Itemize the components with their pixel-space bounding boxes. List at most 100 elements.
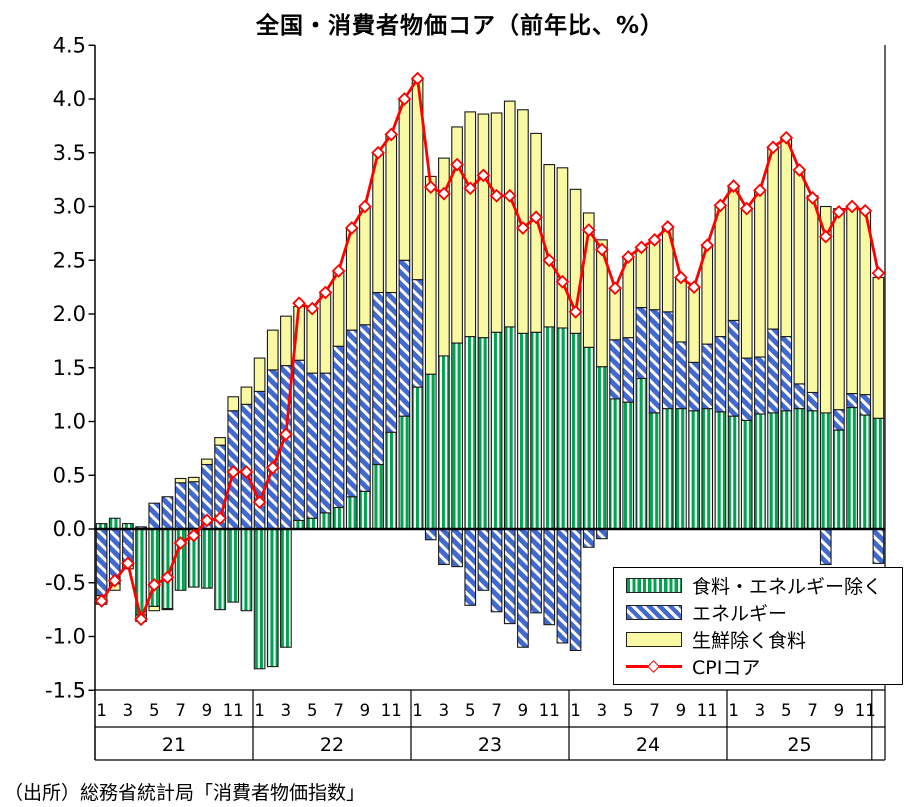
bar-segment-food-ex-fresh — [240, 386, 253, 405]
cpi-core-marker — [279, 427, 293, 442]
month-tick-label: 11 — [855, 701, 876, 720]
bar-segment-food-ex-fresh — [464, 111, 477, 338]
cpi-core-marker — [502, 188, 517, 203]
month-tick-label: 11 — [223, 701, 244, 720]
cpi-core-marker — [621, 250, 636, 264]
cpi-core-marker — [358, 199, 372, 214]
cpi-core-marker — [766, 140, 780, 155]
bar-segment-ex-food-energy — [477, 337, 490, 530]
bar-segment-food-ex-fresh — [793, 169, 806, 385]
cpi-core-marker — [331, 264, 346, 278]
cpi-core-marker — [423, 180, 438, 195]
month-tick-label: 5 — [623, 701, 634, 720]
bar-segment-food-ex-fresh — [635, 246, 648, 309]
bar-segment-energy — [372, 291, 384, 466]
bar-segment-food-ex-fresh — [846, 205, 858, 395]
bar-segment-food-ex-fresh — [596, 239, 608, 368]
bar-segment-ex-food-energy — [280, 528, 292, 648]
cpi-core-marker — [410, 71, 425, 86]
bar-segment-food-ex-fresh — [754, 189, 766, 358]
month-tick-label: 7 — [175, 701, 186, 720]
bar-segment-food-ex-fresh — [385, 133, 398, 294]
bar-segment-food-ex-fresh — [609, 287, 621, 341]
bar-segment-food-ex-fresh — [477, 113, 490, 339]
bar-segment-ex-food-energy — [569, 332, 582, 530]
bar-segment-food-ex-fresh — [556, 167, 569, 329]
bar-segment-ex-food-energy — [227, 528, 240, 603]
bar-segment-ex-food-energy — [833, 429, 845, 530]
cpi-core-marker — [200, 513, 214, 528]
cpi-core-marker — [700, 238, 715, 253]
bar-segment-ex-food-energy — [214, 528, 226, 611]
cpi-core-marker — [226, 465, 241, 479]
bar-segment-ex-food-energy — [266, 528, 279, 668]
month-tick-label: 3 — [123, 701, 134, 720]
bar-segment-ex-food-energy — [846, 406, 858, 530]
cpi-core-marker — [555, 274, 570, 289]
month-tick-label: 5 — [149, 701, 160, 720]
y-axis-tick-label: 4.0 — [53, 87, 86, 111]
cpi-core-marker — [595, 242, 609, 257]
bar-segment-ex-food-energy — [780, 410, 793, 530]
chart-title: 全国・消費者物価コア（前年比、%） — [255, 13, 665, 39]
bar-segment-ex-food-energy — [332, 506, 345, 530]
cpi-core-marker — [608, 281, 622, 296]
bar-segment-ex-food-energy — [635, 377, 648, 530]
bar-segment-energy — [411, 279, 424, 388]
bar-segment-food-ex-fresh — [214, 437, 226, 446]
y-axis-tick-label: -1.0 — [45, 625, 86, 649]
month-tick-label: 3 — [597, 701, 608, 720]
y-axis-tick-label: 1.5 — [53, 356, 86, 380]
bar-segment-energy — [846, 392, 858, 409]
month-tick-label: 11 — [697, 701, 718, 720]
bar-segment-energy — [95, 528, 108, 597]
bar-segment-energy — [688, 361, 700, 412]
bar-segment-food-ex-fresh — [688, 286, 700, 363]
red-line-diamond-swatch-icon — [626, 659, 682, 674]
bar-segment-energy — [622, 337, 635, 403]
bar-segment-food-ex-fresh — [398, 98, 411, 261]
month-tick-label: 5 — [307, 701, 318, 720]
cpi-core-marker — [371, 145, 385, 160]
legend-label-ex-food-energy: 食料・エネルギー除く — [692, 576, 883, 598]
blue-striped-swatch-icon — [626, 605, 682, 620]
month-tick-label: 5 — [781, 701, 792, 720]
bar-segment-ex-food-energy — [793, 408, 806, 530]
bar-segment-food-ex-fresh — [266, 329, 279, 371]
bar-segment-ex-food-energy — [622, 401, 635, 530]
cpi-core-marker — [252, 495, 267, 509]
cpi-core-marker — [634, 240, 649, 255]
month-tick-label: 1 — [570, 701, 581, 720]
y-axis-tick-label: 2.0 — [53, 302, 86, 326]
bar-segment-food-ex-fresh — [569, 188, 582, 334]
bar-segment-energy — [332, 345, 345, 509]
bar-segment-energy — [306, 372, 319, 519]
bar-segment-ex-food-energy — [201, 528, 213, 589]
bar-segment-energy — [530, 528, 542, 614]
bar-segment-energy — [293, 359, 305, 521]
bar-segment-ex-food-energy — [675, 408, 687, 530]
cpi-core-marker — [265, 460, 280, 475]
bar-segment-energy — [714, 336, 727, 413]
cpi-core-marker — [792, 163, 807, 177]
cpi-core-marker — [147, 578, 162, 592]
legend-label-cpi-core: CPIコア — [692, 657, 761, 679]
bar-segment-energy — [438, 528, 450, 566]
y-axis-tick-label: 4.5 — [53, 33, 86, 57]
y-axis-tick-label: 3.5 — [53, 141, 86, 165]
cpi-core-marker — [739, 201, 754, 216]
bar-segment-food-ex-fresh — [714, 204, 727, 338]
month-tick-label: 7 — [807, 701, 818, 720]
cpi-core-marker — [818, 229, 833, 244]
month-tick-label: 1 — [728, 701, 739, 720]
y-axis-tick-label: 0.5 — [53, 463, 86, 487]
month-tick-label: 3 — [755, 701, 766, 720]
bar-segment-ex-food-energy — [859, 414, 872, 530]
bar-segment-energy — [517, 528, 529, 648]
cpi-core-marker — [94, 594, 109, 608]
month-tick-label: 9 — [518, 701, 529, 720]
cpi-core-marker — [805, 191, 820, 205]
bar-segment-energy — [582, 528, 595, 548]
bar-segment-energy — [477, 528, 490, 591]
